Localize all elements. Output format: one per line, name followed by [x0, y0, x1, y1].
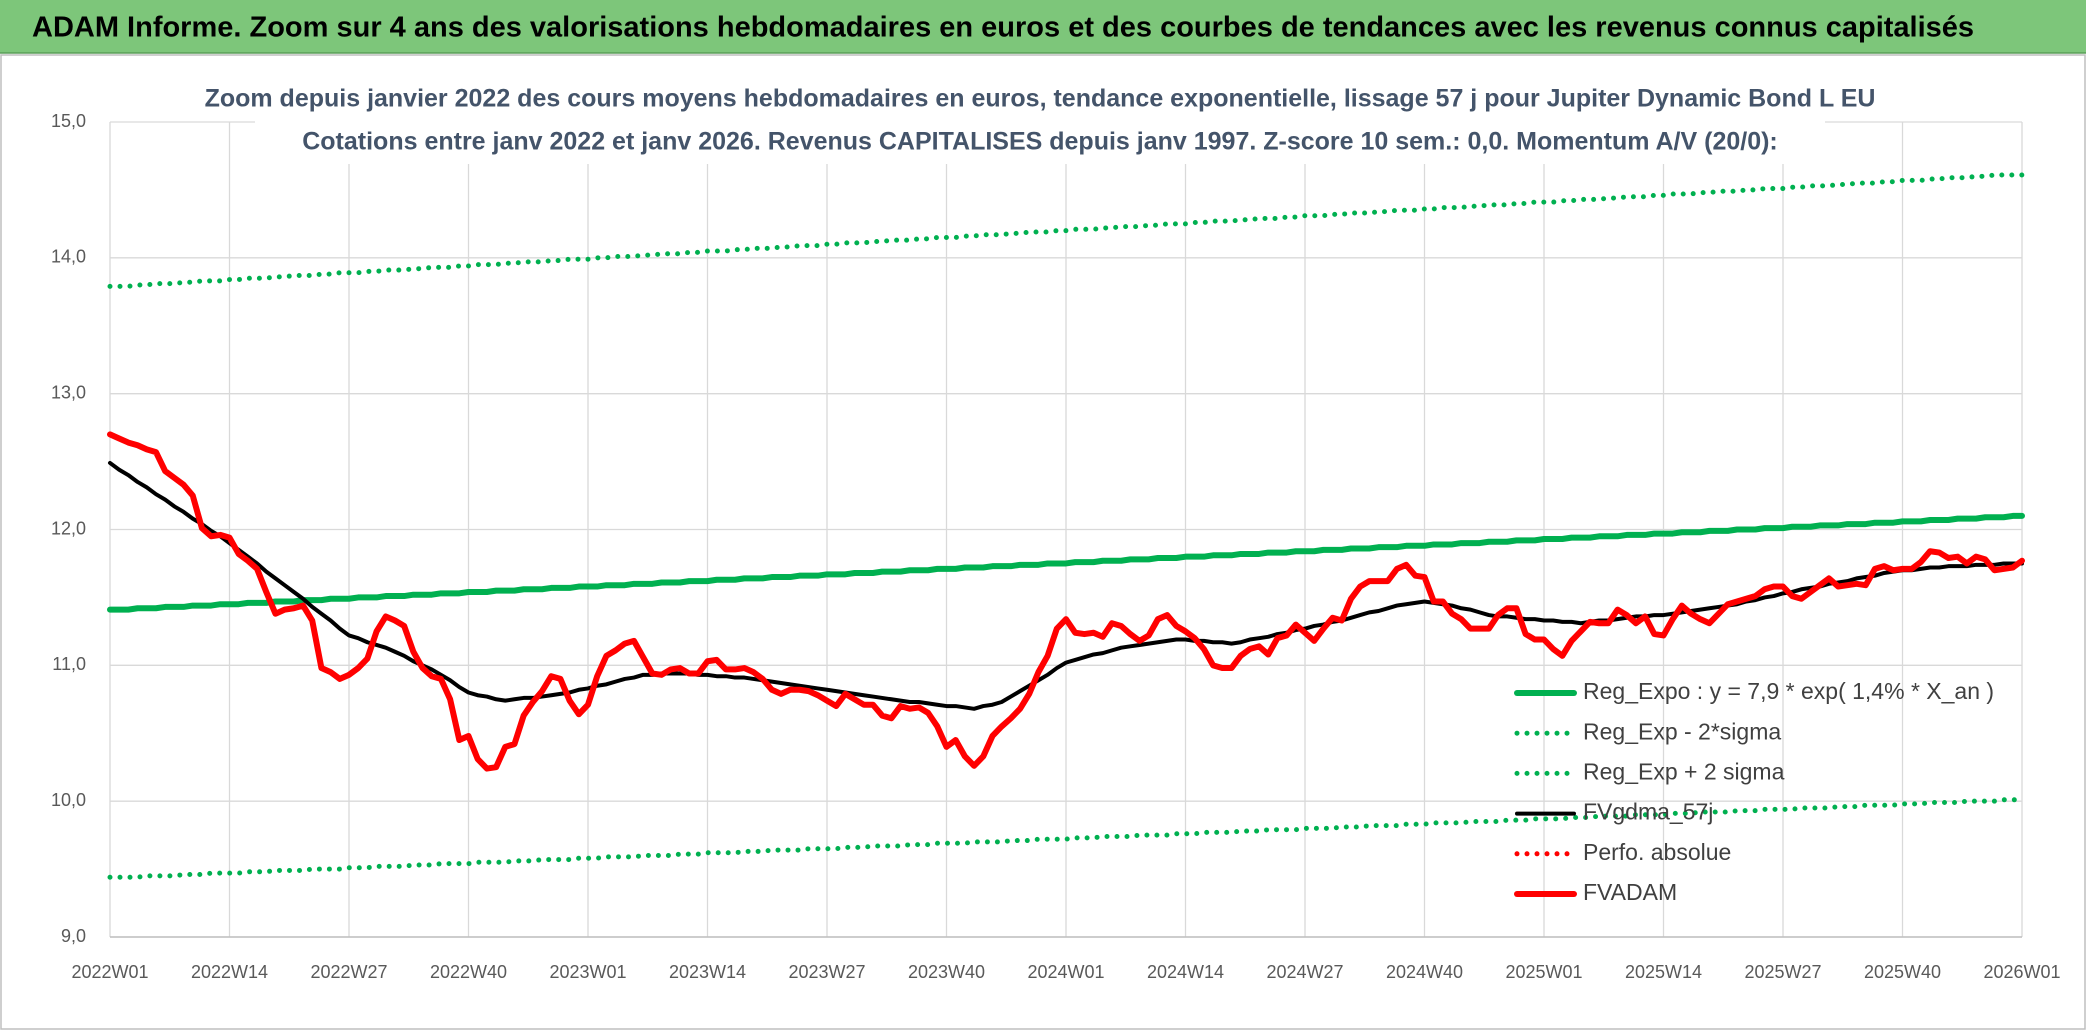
legend-label: Reg_Exp - 2*sigma	[1583, 718, 1781, 744]
chart-title: Zoom depuis janvier 2022 des cours moyen…	[205, 85, 1876, 113]
x-tick-label: 2024W27	[1266, 962, 1343, 982]
legend-label: FVgdma_57j	[1583, 799, 1713, 825]
legend: Reg_Expo : y = 7,9 * exp( 1,4% * X_an ) R…	[1514, 678, 1994, 905]
x-tick-label: 2022W27	[310, 962, 387, 982]
x-tick-label: 2023W01	[549, 962, 626, 982]
x-tick-label: 2023W14	[669, 962, 746, 982]
x-tick-label: 2025W01	[1505, 962, 1582, 982]
series-line	[107, 797, 2025, 880]
series-line	[107, 431, 2025, 772]
x-tick-label: 2023W27	[788, 962, 865, 982]
x-tick-label: 2022W01	[71, 962, 148, 982]
x-tick-label: 2025W27	[1744, 962, 1821, 982]
y-tick-label: 9,0	[61, 926, 86, 946]
y-tick-label: 12,0	[51, 518, 86, 538]
x-tick-label: 2023W40	[908, 962, 985, 982]
legend-label: FVADAM	[1583, 879, 1677, 905]
x-tick-label: 2025W14	[1625, 962, 1702, 982]
x-tick-label: 2024W01	[1027, 962, 1104, 982]
x-tick-label: 2026W01	[1983, 962, 2060, 982]
title-bar	[0, 0, 2086, 53]
chart-frame	[0, 54, 2086, 1030]
chart-title-box	[255, 78, 1825, 164]
chart-subtitle: Cotations entre janv 2022 et janv 2026. …	[302, 128, 1778, 156]
x-tick-label: 2022W40	[430, 962, 507, 982]
page-title: ADAM Informe. Zoom sur 4 ans des valoris…	[32, 12, 1974, 44]
series-line	[107, 172, 2025, 289]
y-tick-label: 15,0	[51, 111, 86, 131]
y-tick-label: 11,0	[52, 654, 86, 674]
y-tick-label: 10,0	[51, 790, 86, 810]
y-tick-label: 13,0	[51, 382, 86, 402]
x-tick-label: 2025W40	[1864, 962, 1941, 982]
series-line	[107, 512, 2025, 613]
x-tick-label: 2024W40	[1386, 962, 1463, 982]
series-line	[108, 460, 2024, 711]
x-tick-label: 2022W14	[191, 962, 268, 982]
y-tick-label: 14,0	[51, 247, 86, 267]
legend-label: Perfo. absolue	[1583, 839, 1731, 865]
x-tick-label: 2024W14	[1147, 962, 1224, 982]
legend-label: Reg_Exp + 2 sigma	[1583, 758, 1785, 784]
legend-label: Reg_Expo : y = 7,9 * exp( 1,4% * X_an )	[1583, 678, 1994, 704]
